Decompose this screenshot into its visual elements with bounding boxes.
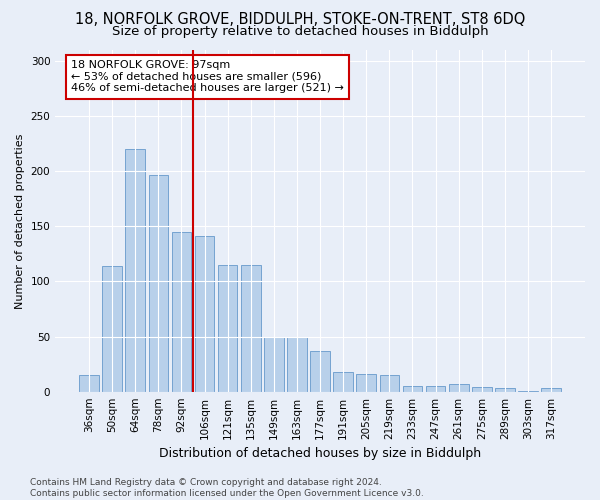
Text: 18 NORFOLK GROVE: 97sqm
← 53% of detached houses are smaller (596)
46% of semi-d: 18 NORFOLK GROVE: 97sqm ← 53% of detache… — [71, 60, 344, 94]
Bar — [79, 375, 99, 392]
Bar — [264, 336, 284, 392]
Bar — [426, 386, 445, 392]
Bar — [310, 351, 330, 392]
Bar — [125, 149, 145, 392]
Bar — [403, 386, 422, 392]
Bar — [449, 384, 469, 392]
Bar — [172, 232, 191, 392]
Y-axis label: Number of detached properties: Number of detached properties — [15, 133, 25, 308]
Bar — [380, 375, 399, 392]
X-axis label: Distribution of detached houses by size in Biddulph: Distribution of detached houses by size … — [159, 447, 481, 460]
Bar — [195, 236, 214, 392]
Bar — [541, 388, 561, 392]
Bar — [287, 336, 307, 392]
Bar — [334, 372, 353, 392]
Bar — [472, 388, 491, 392]
Bar — [149, 174, 168, 392]
Text: Contains HM Land Registry data © Crown copyright and database right 2024.
Contai: Contains HM Land Registry data © Crown c… — [30, 478, 424, 498]
Bar — [518, 390, 538, 392]
Bar — [495, 388, 515, 392]
Text: 18, NORFOLK GROVE, BIDDULPH, STOKE-ON-TRENT, ST8 6DQ: 18, NORFOLK GROVE, BIDDULPH, STOKE-ON-TR… — [75, 12, 525, 28]
Bar — [218, 265, 238, 392]
Bar — [241, 265, 260, 392]
Text: Size of property relative to detached houses in Biddulph: Size of property relative to detached ho… — [112, 25, 488, 38]
Bar — [103, 266, 122, 392]
Bar — [356, 374, 376, 392]
